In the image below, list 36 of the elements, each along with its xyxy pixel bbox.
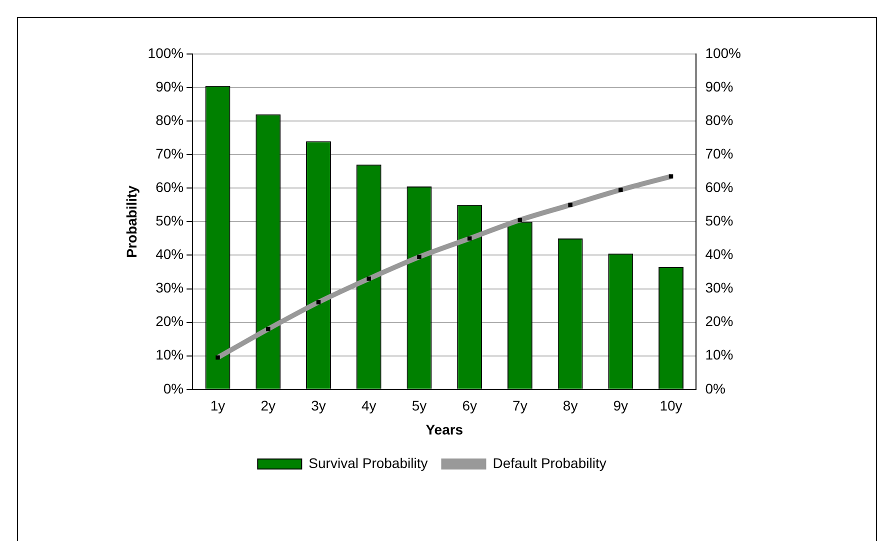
y-tick-label: 40%: [156, 246, 184, 262]
y-tick-label: 80%: [156, 112, 184, 128]
y2-tick-label: 60%: [705, 179, 734, 196]
y2-tick-label: 30%: [705, 280, 734, 296]
y-tick-label: 10%: [156, 346, 184, 363]
y2-tick-label: 90%: [705, 78, 734, 94]
y-tick-label: 20%: [156, 313, 184, 330]
y2-tick-label: 50%: [705, 212, 734, 229]
x-tick-label: 2y: [260, 398, 276, 414]
x-tick-label: 9y: [613, 398, 628, 414]
y-tick-label: 60%: [156, 179, 184, 196]
y-tick-label: 0%: [163, 380, 184, 396]
legend-label: Default Probability: [492, 454, 606, 471]
y-tick-label: 90%: [156, 78, 184, 94]
y2-tick-label: 80%: [705, 112, 734, 128]
y2-tick-label: 20%: [705, 313, 734, 330]
x-tick-label: 5y: [412, 398, 427, 414]
x-tick-label: 3y: [311, 398, 326, 414]
y2-tick-label: 100%: [705, 44, 742, 61]
y2-tick-label: 70%: [705, 145, 734, 162]
y2-tick-label: 40%: [705, 246, 734, 262]
y2-tick-label: 0%: [705, 380, 726, 396]
y2-tick-label: 10%: [705, 346, 734, 363]
legend-label: Survival Probability: [308, 454, 428, 471]
x-tick-label: 7y: [512, 398, 528, 414]
y-tick-label: 30%: [156, 280, 184, 296]
y-tick-label: 50%: [156, 212, 184, 229]
x-tick-label: 10y: [660, 398, 682, 414]
x-tick-label: 6y: [462, 398, 477, 414]
x-tick-label: 8y: [562, 398, 578, 414]
y-tick-label: 100%: [148, 44, 184, 61]
y-tick-label: 70%: [156, 145, 184, 162]
x-axis-title: Years: [426, 421, 464, 438]
x-tick-label: 4y: [361, 398, 376, 414]
x-tick-label: 1y: [210, 398, 226, 414]
y-axis-title: Probability: [123, 185, 140, 258]
